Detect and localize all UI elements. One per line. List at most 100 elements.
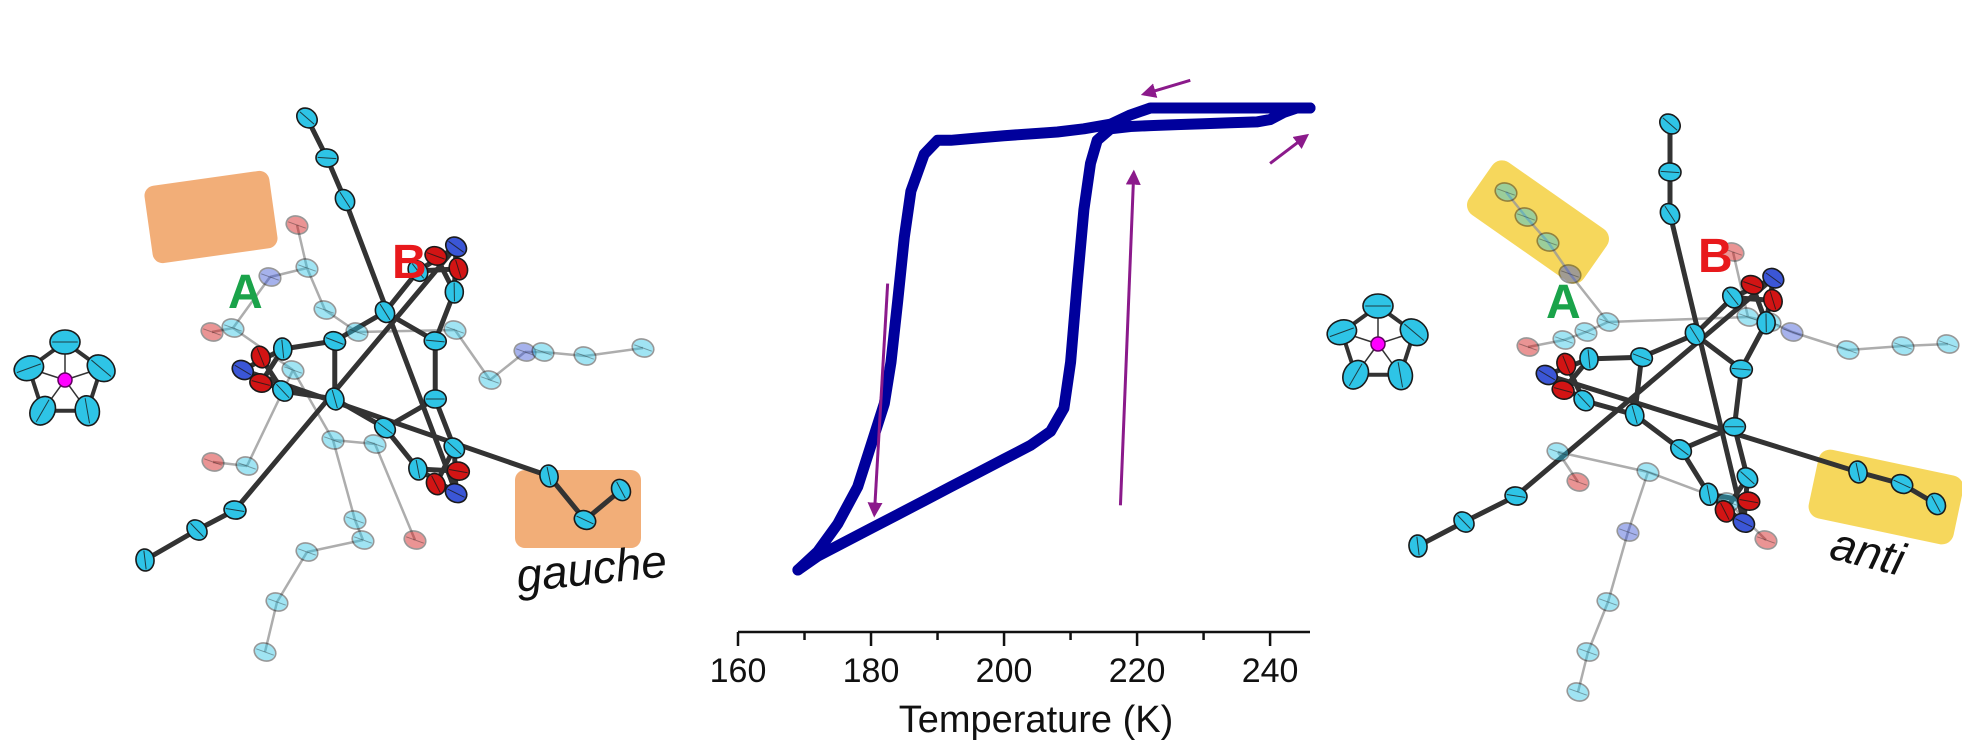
carbon-atom-principal-axis: [276, 383, 290, 399]
back-bond: [1731, 251, 1750, 318]
back-bond: [231, 276, 272, 329]
carbon-atom-principal-axis: [299, 111, 315, 125]
back-bond: [291, 369, 335, 441]
nitrogen-atom-principal-axis: [447, 488, 465, 498]
back-atom-carbon-principal-axis: [1739, 313, 1757, 321]
back-atom-oxygen: [200, 322, 224, 342]
left-highlight-box-upper: [144, 170, 278, 264]
back-atom-carbon-principal-axis: [284, 366, 302, 374]
carbon-atom-principal-axis: [1726, 289, 1739, 306]
carbon-atom-principal-axis: [225, 508, 245, 512]
back-atom-carbon-principal-axis: [256, 648, 274, 656]
back-bond: [1557, 450, 1649, 474]
back-bond: [331, 439, 357, 521]
cp-carbon-atom-principal-axis: [1397, 362, 1404, 388]
back-atom-carbon-principal-axis: [534, 348, 552, 356]
back-atom-nitrogen: [1558, 264, 1582, 284]
back-bond: [1546, 241, 1572, 275]
back-atom-nitrogen-principal-axis: [1619, 528, 1637, 536]
back-bond: [489, 351, 526, 381]
back-bond: [1791, 330, 1849, 352]
carbon-atom-principal-axis: [616, 481, 626, 499]
oxygen-atom-principal-axis: [455, 259, 462, 279]
oxygen-atom-principal-axis: [1553, 387, 1573, 393]
bond: [342, 197, 459, 496]
left-crystal-structure: A B gauche: [13, 107, 669, 662]
bond: [1513, 275, 1776, 499]
nitrogen-atom-principal-axis: [1538, 369, 1556, 381]
back-atom-nitrogen-principal-axis: [1783, 328, 1801, 336]
back-atom-nitrogen-principal-axis: [1561, 270, 1579, 278]
back-atom-oxygen-principal-axis: [1519, 343, 1537, 351]
back-atom-oxygen: [1754, 530, 1778, 550]
carbon-atom-principal-axis: [1893, 479, 1911, 489]
hysteresis-branch-2: [792, 102, 1316, 576]
back-atom-carbon: [1596, 312, 1620, 332]
cp-carbon-atom-principal-axis: [84, 398, 91, 424]
back-atom-nitrogen: [1616, 522, 1640, 542]
right-highlight-box-lower: [1808, 449, 1962, 545]
sweep-direction-arrows: [867, 78, 1310, 518]
back-atom-carbon: [253, 642, 277, 662]
carbon-atom-principal-axis: [546, 466, 552, 486]
heating-arrow: [1118, 169, 1141, 506]
back-atom-carbon-principal-axis: [316, 306, 334, 314]
metal-atom: [1370, 336, 1386, 352]
nitrogen-atom-principal-axis: [1765, 272, 1782, 285]
carbon-atom-principal-axis: [1631, 405, 1638, 424]
bond: [1667, 211, 1747, 526]
back-atom-oxygen: [403, 530, 427, 550]
plot-area: [792, 102, 1316, 576]
back-atom-carbon-principal-axis: [298, 548, 316, 556]
carbon-atom-principal-axis: [1706, 484, 1712, 504]
carbon-atom-principal-axis: [1689, 326, 1701, 343]
back-atom-carbon: [1891, 336, 1915, 356]
back-atom-carbon: [631, 338, 655, 358]
back-atom-carbon: [221, 318, 245, 338]
back-bond: [453, 329, 492, 381]
oxygen-atom-principal-axis: [251, 380, 270, 386]
back-atom-carbon: [573, 346, 597, 366]
back-atom-nitrogen-principal-axis: [261, 273, 279, 281]
back-bond: [373, 443, 417, 541]
bond: [1544, 372, 1861, 475]
carbon-atom-principal-axis: [190, 522, 204, 538]
back-bond: [584, 346, 644, 358]
back-atom-carbon: [1574, 322, 1598, 342]
back-bond: [211, 326, 234, 334]
back-atom-carbon-principal-axis: [1639, 468, 1657, 476]
cp-carbon-atom-principal-axis: [16, 363, 42, 374]
back-bond: [263, 601, 279, 653]
carbon-atom-principal-axis: [1855, 462, 1861, 482]
x-axis-label: Temperature (K): [899, 699, 1174, 741]
back-bond: [1527, 338, 1565, 349]
back-atom-carbon-principal-axis: [268, 598, 286, 606]
back-atom-nitrogen-principal-axis: [516, 348, 534, 356]
back-atom-carbon: [1936, 334, 1960, 354]
back-atom-carbon: [295, 542, 319, 562]
back-atom-oxygen: [1516, 337, 1540, 357]
back-bond: [1902, 342, 1949, 348]
back-atom-carbon-principal-axis: [446, 326, 464, 334]
back-bond: [1505, 191, 1527, 218]
back-atom-carbon-principal-axis: [348, 328, 366, 336]
back-atom-carbon: [321, 430, 345, 450]
hysteresis-branch-1: [792, 102, 1316, 576]
back-atom-carbon-principal-axis: [224, 324, 242, 332]
back-atom-carbon: [1836, 340, 1860, 360]
carbon-atom-principal-axis: [1660, 170, 1680, 174]
cp-carbon-atom-principal-axis: [1404, 323, 1425, 341]
oxygen-atom-principal-axis: [256, 348, 265, 366]
back-atom-nitrogen: [258, 267, 282, 287]
carbon-atom-principal-axis: [1931, 495, 1941, 513]
back-atom-carbon-principal-axis: [1599, 318, 1617, 326]
carbon-atom-principal-axis: [331, 389, 338, 409]
back-atom-carbon-principal-axis: [634, 344, 652, 352]
back-atom-oxygen-principal-axis: [1757, 536, 1775, 544]
x-tick-label: 160: [710, 652, 767, 690]
back-atom-oxygen: [1721, 242, 1745, 262]
carbon-atom-principal-axis: [415, 459, 421, 479]
back-atom-carbon-principal-axis: [1839, 346, 1857, 354]
back-atom-carbon-principal-axis: [354, 536, 372, 544]
